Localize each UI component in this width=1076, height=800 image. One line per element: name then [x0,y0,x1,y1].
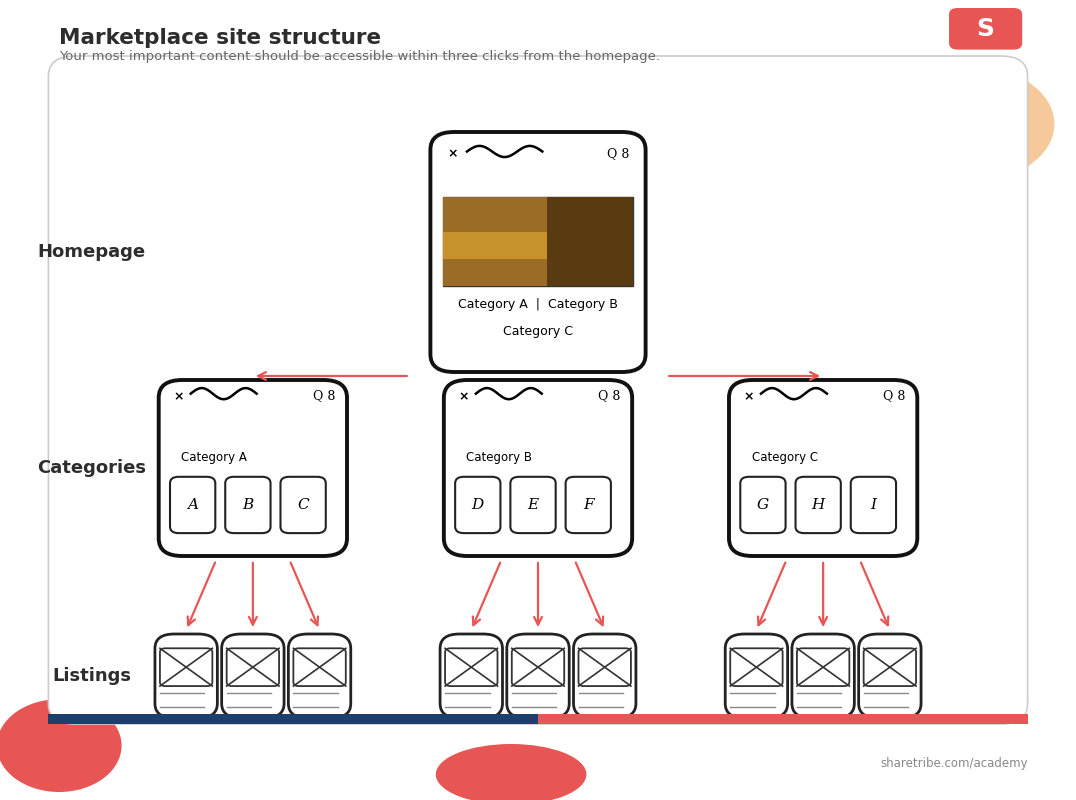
Text: Category C: Category C [502,325,574,338]
Circle shape [0,699,122,792]
Text: F: F [583,498,594,512]
Ellipse shape [872,64,1054,184]
FancyBboxPatch shape [455,477,500,533]
Text: G: G [756,498,769,512]
Text: Q 8: Q 8 [598,390,621,402]
Text: E: E [527,498,539,512]
FancyBboxPatch shape [740,477,785,533]
Text: Marketplace site structure: Marketplace site structure [59,28,381,48]
FancyBboxPatch shape [792,634,854,718]
Text: A: A [187,498,198,512]
FancyBboxPatch shape [797,648,849,686]
Text: B: B [242,498,254,512]
FancyBboxPatch shape [725,634,788,718]
FancyBboxPatch shape [294,648,345,686]
Text: sharetribe.com/academy: sharetribe.com/academy [880,758,1028,770]
FancyBboxPatch shape [579,648,631,686]
Text: ×: × [173,390,188,402]
FancyBboxPatch shape [510,477,555,533]
FancyBboxPatch shape [512,648,564,686]
Bar [443,197,633,286]
Bar [443,197,548,286]
Bar [443,232,548,259]
FancyBboxPatch shape [170,477,215,533]
Text: Q 8: Q 8 [313,390,336,402]
Text: C: C [297,498,309,512]
Text: ×: × [458,390,473,402]
Text: Q 8: Q 8 [607,147,629,160]
FancyBboxPatch shape [445,648,497,686]
Bar [538,714,1028,724]
FancyBboxPatch shape [566,477,611,533]
Bar [48,714,538,724]
FancyBboxPatch shape [507,634,569,718]
Text: Q 8: Q 8 [883,390,906,402]
FancyBboxPatch shape [443,380,632,556]
FancyBboxPatch shape [440,634,502,718]
FancyBboxPatch shape [158,380,346,556]
FancyBboxPatch shape [222,634,284,718]
FancyBboxPatch shape [225,477,270,533]
FancyBboxPatch shape [731,648,782,686]
Text: Category C: Category C [751,451,818,464]
FancyBboxPatch shape [430,132,646,372]
FancyBboxPatch shape [851,477,896,533]
FancyBboxPatch shape [281,477,326,533]
Text: Listings: Listings [52,667,131,685]
FancyBboxPatch shape [227,648,279,686]
FancyBboxPatch shape [160,648,212,686]
Bar [548,197,633,286]
FancyBboxPatch shape [730,380,917,556]
Text: I: I [870,498,877,512]
Text: Category B: Category B [466,451,533,464]
FancyBboxPatch shape [949,8,1022,50]
Text: Categories: Categories [37,459,146,477]
FancyBboxPatch shape [795,477,840,533]
Text: Homepage: Homepage [38,243,145,261]
FancyBboxPatch shape [864,648,916,686]
FancyBboxPatch shape [48,56,1028,724]
Text: D: D [471,498,484,512]
Text: S: S [977,17,994,41]
Text: Category A  |  Category B: Category A | Category B [458,298,618,311]
Text: Category A: Category A [181,451,247,464]
Ellipse shape [436,744,586,800]
Text: ×: × [448,147,463,160]
Text: Your most important content should be accessible within three clicks from the ho: Your most important content should be ac… [59,50,661,63]
FancyBboxPatch shape [859,634,921,718]
FancyBboxPatch shape [155,634,217,718]
Text: H: H [811,498,825,512]
FancyBboxPatch shape [288,634,351,718]
Text: ×: × [744,390,759,402]
FancyBboxPatch shape [574,634,636,718]
